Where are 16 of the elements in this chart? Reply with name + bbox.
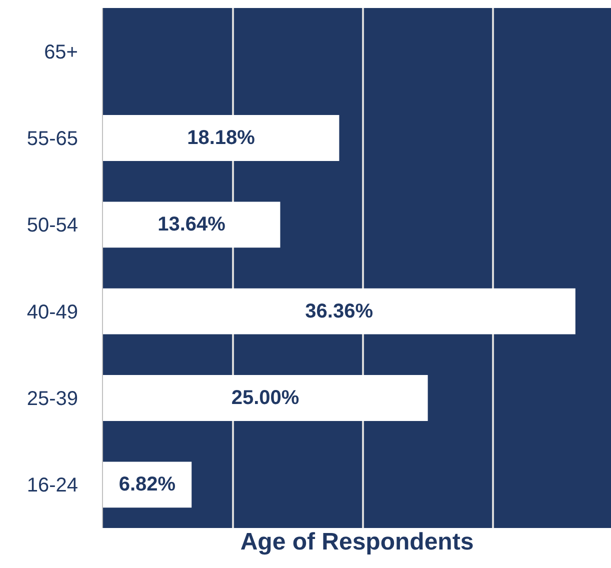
data-label: 6.82% xyxy=(118,474,176,496)
y-tick-label: 55-65 xyxy=(26,128,78,150)
data-label: 18.18% xyxy=(187,127,256,149)
y-tick-label: 16-24 xyxy=(26,474,78,497)
y-tick-label: 50-54 xyxy=(26,214,78,237)
data-label: 25.00% xyxy=(231,387,300,409)
bar xyxy=(103,202,280,248)
y-tick-label: 25-39 xyxy=(26,388,78,410)
data-label: 13.64% xyxy=(158,214,226,236)
bar xyxy=(103,375,428,421)
bar xyxy=(103,115,340,161)
y-tick-label: 65+ xyxy=(44,41,78,64)
data-label: 36.36% xyxy=(305,300,374,322)
bar xyxy=(103,288,576,334)
y-tick-label: 40-49 xyxy=(26,301,78,324)
x-axis-title: Age of Respondents xyxy=(240,528,474,556)
